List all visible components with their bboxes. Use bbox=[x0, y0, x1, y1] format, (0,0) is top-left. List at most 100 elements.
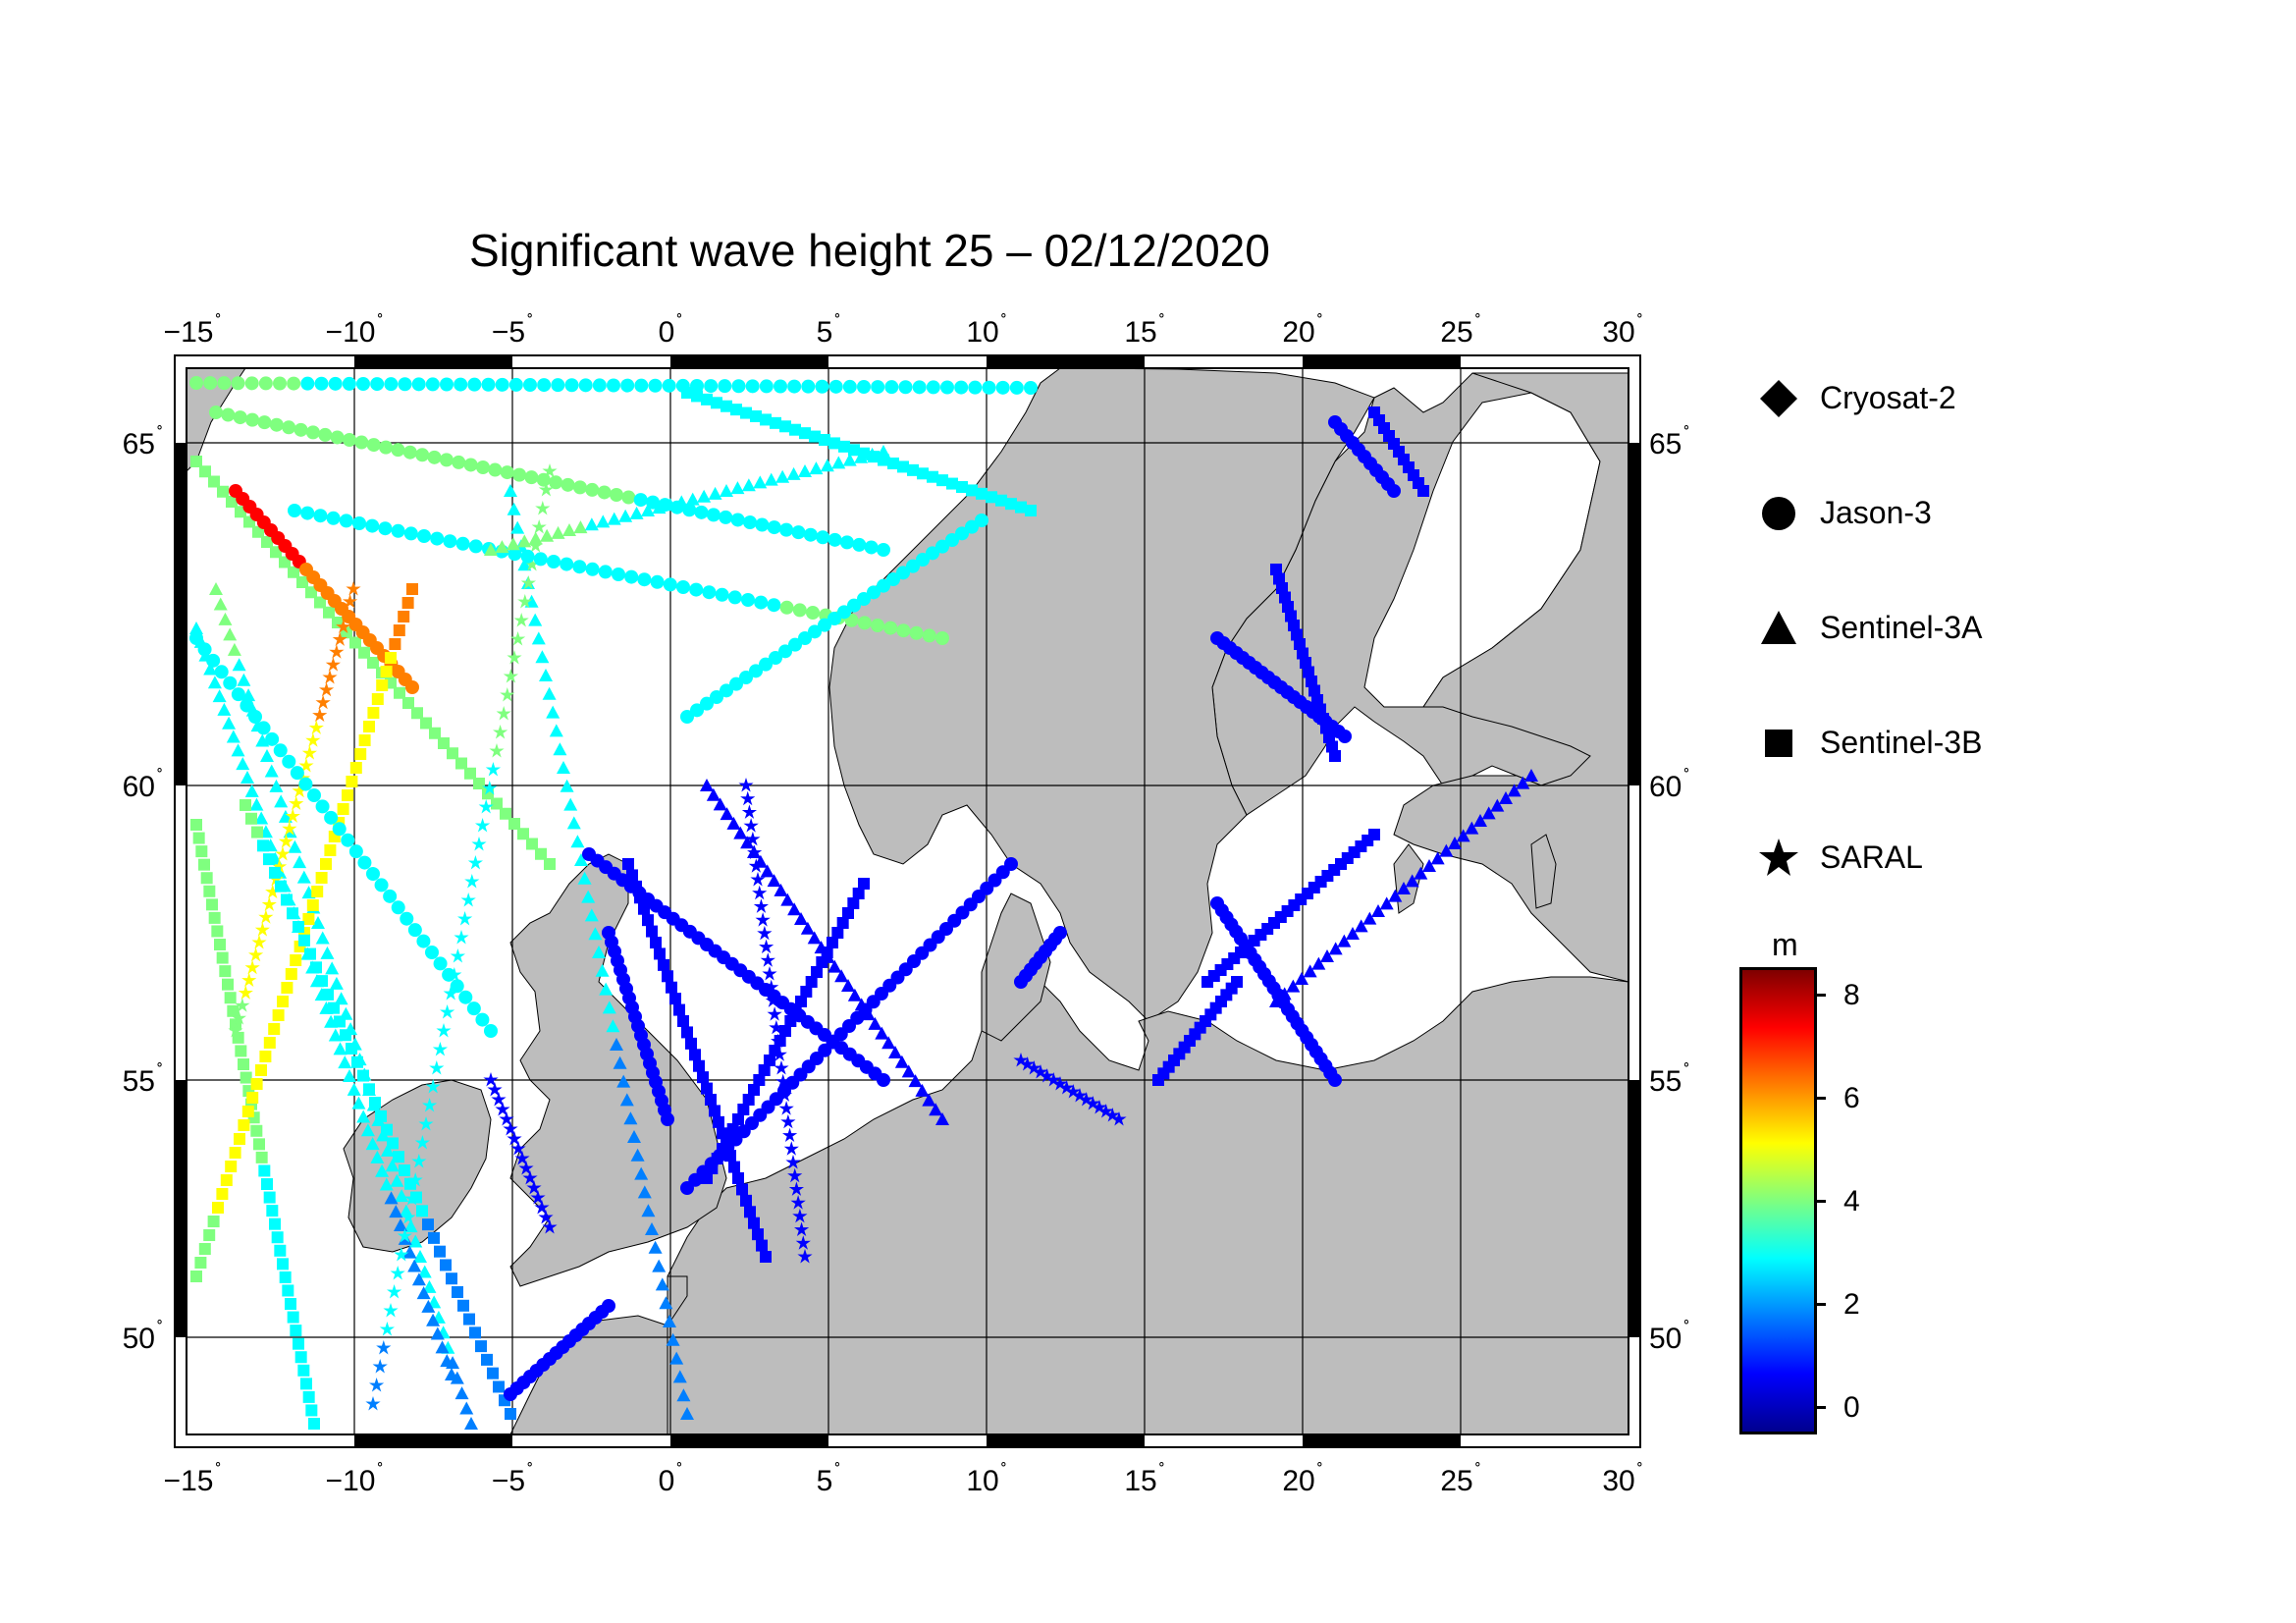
map-title: Significant wave height 25 – 02/12/2020 bbox=[469, 225, 1270, 276]
track-marker bbox=[764, 472, 778, 486]
track-marker bbox=[195, 845, 208, 858]
track-marker bbox=[831, 456, 846, 469]
lon-label-bottom: 10 ˚ bbox=[966, 1461, 1007, 1497]
track-marker bbox=[887, 458, 899, 469]
track-marker bbox=[436, 1023, 452, 1038]
track-marker bbox=[398, 611, 410, 622]
track-marker bbox=[435, 1340, 450, 1354]
track-marker bbox=[326, 511, 341, 525]
track-marker bbox=[422, 1218, 434, 1231]
track-marker bbox=[1282, 601, 1294, 613]
track-marker bbox=[430, 1326, 445, 1340]
track-marker bbox=[226, 730, 240, 743]
map-frame bbox=[174, 354, 1641, 1448]
track-marker bbox=[236, 757, 250, 771]
track-marker bbox=[496, 706, 511, 721]
track-marker bbox=[206, 653, 221, 668]
track-marker bbox=[248, 947, 264, 962]
track-marker bbox=[842, 379, 857, 394]
track-marker bbox=[650, 574, 665, 589]
track-marker bbox=[886, 572, 900, 586]
track-marker bbox=[395, 1189, 409, 1203]
track-marker bbox=[450, 1371, 464, 1384]
track-marker bbox=[828, 437, 840, 450]
track-marker bbox=[222, 978, 234, 991]
track-marker bbox=[241, 688, 256, 702]
track-marker bbox=[216, 1188, 229, 1200]
track-marker bbox=[428, 1231, 440, 1244]
track-marker bbox=[250, 1124, 263, 1137]
track-marker bbox=[214, 665, 229, 679]
track-marker bbox=[551, 378, 565, 393]
track-marker bbox=[701, 1082, 713, 1095]
track-marker bbox=[909, 625, 924, 640]
track-marker bbox=[602, 1001, 616, 1014]
track-marker bbox=[426, 1313, 441, 1326]
track-marker bbox=[1026, 1060, 1041, 1075]
track-marker bbox=[514, 1151, 530, 1165]
track-marker bbox=[655, 1277, 669, 1291]
track-marker bbox=[779, 522, 794, 537]
track-marker bbox=[544, 858, 556, 870]
track-marker bbox=[242, 1085, 255, 1098]
track-marker bbox=[811, 966, 823, 978]
track-marker bbox=[203, 662, 218, 676]
track-marker bbox=[298, 777, 313, 791]
track-marker bbox=[610, 1038, 623, 1051]
track-marker bbox=[343, 1069, 356, 1082]
track-marker bbox=[505, 1408, 516, 1420]
track-marker bbox=[342, 789, 353, 801]
track-marker bbox=[745, 379, 760, 394]
track-marker bbox=[231, 376, 245, 391]
track-marker bbox=[754, 595, 769, 610]
track-marker bbox=[762, 966, 777, 981]
track-marker bbox=[783, 1141, 799, 1156]
track-marker bbox=[315, 694, 331, 710]
track-marker bbox=[318, 427, 333, 442]
track-marker bbox=[275, 880, 287, 893]
track-marker bbox=[269, 1217, 281, 1230]
track-marker bbox=[394, 686, 405, 699]
track-marker bbox=[422, 1279, 437, 1293]
track-marker bbox=[926, 380, 940, 395]
track-marker bbox=[203, 885, 216, 897]
track-marker bbox=[229, 1147, 241, 1159]
track-marker bbox=[1338, 730, 1352, 743]
track-marker bbox=[487, 1082, 503, 1097]
track-marker bbox=[708, 486, 722, 500]
track-marker bbox=[250, 1078, 263, 1090]
track-marker bbox=[394, 1218, 407, 1231]
track-marker bbox=[807, 931, 822, 945]
track-marker bbox=[585, 482, 600, 497]
track-marker bbox=[801, 379, 816, 394]
track-marker bbox=[287, 1311, 299, 1324]
track-marker bbox=[697, 1071, 709, 1084]
track-marker bbox=[510, 520, 525, 534]
colorbar-tick bbox=[1814, 1097, 1826, 1100]
track-marker bbox=[261, 896, 277, 911]
track-marker bbox=[775, 469, 790, 483]
track-marker bbox=[270, 546, 282, 559]
track-marker bbox=[842, 453, 857, 466]
track-marker bbox=[779, 600, 794, 615]
track-marker bbox=[445, 1368, 458, 1380]
track-marker bbox=[269, 866, 281, 879]
track-marker bbox=[663, 498, 677, 512]
track-marker bbox=[212, 1202, 224, 1214]
track-marker bbox=[315, 931, 330, 945]
track-marker bbox=[528, 531, 543, 545]
track-marker bbox=[680, 710, 694, 724]
track-marker bbox=[861, 1007, 876, 1021]
track-marker bbox=[414, 1135, 430, 1150]
lon-label-bottom: 20 ˚ bbox=[1282, 1461, 1323, 1497]
track-marker bbox=[305, 732, 321, 747]
track-marker bbox=[542, 1219, 558, 1234]
track-marker bbox=[349, 762, 362, 774]
lat-label-left: 50 ˚ bbox=[122, 1319, 163, 1355]
lon-label-top: 10 ˚ bbox=[966, 312, 1007, 349]
track-marker bbox=[320, 858, 332, 870]
track-marker bbox=[400, 911, 414, 926]
track-marker bbox=[508, 818, 520, 830]
lon-label-top: 15 ˚ bbox=[1124, 312, 1165, 349]
track-marker bbox=[733, 826, 748, 839]
